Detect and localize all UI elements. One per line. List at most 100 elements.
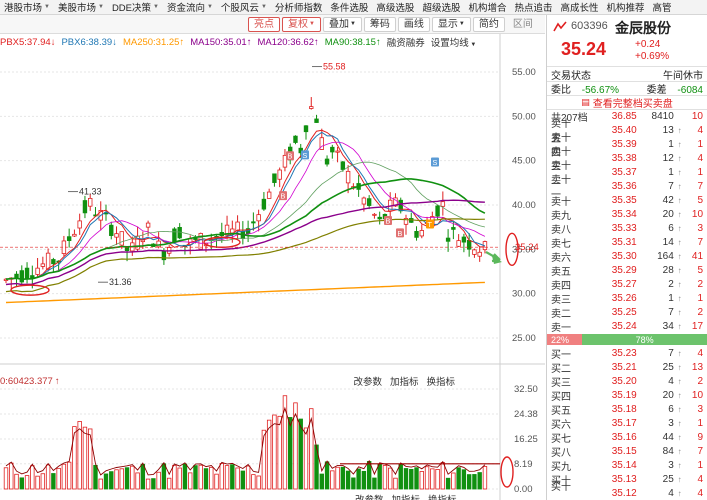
up-arrow-icon: ↑: [677, 460, 682, 470]
sell-level-row[interactable]: 卖二 35.25 7 ↑ 2: [547, 305, 707, 320]
level-label: 买一: [551, 349, 571, 361]
wb-value: -56.67%: [581, 85, 620, 96]
sell-level-row[interactable]: 卖一 35.24 34 ↑ 17: [547, 319, 707, 334]
chevron-down-icon: ▼: [206, 4, 213, 10]
menu-item-1[interactable]: 美股市场 ▼: [54, 0, 108, 14]
legend-button-0[interactable]: 融资融券: [387, 35, 425, 49]
change-params-button[interactable]: 改参数: [353, 377, 382, 388]
change-params-button-2[interactable]: 改参数: [355, 492, 384, 500]
buy-level-row[interactable]: 买六 35.17 3 ↑ 1: [547, 416, 707, 431]
buy-level-row[interactable]: 买十一35.124↑4: [547, 482, 707, 500]
candle-body: [403, 218, 409, 225]
volume-bar: [203, 468, 209, 490]
ma-legend: PBX5:37.94 ↓ PBX6:38.39 ↓ MA250:31.25 ↑ MA150:…: [0, 35, 477, 50]
menu-item-8[interactable]: 超级选股: [418, 0, 464, 14]
menu-item-5[interactable]: 分析师指数: [271, 0, 327, 14]
trade-marker-label: B: [397, 229, 402, 238]
sell-level-row[interactable]: 卖十三 35.38 12 ↑ 4: [547, 147, 707, 173]
volume-bar: [277, 415, 282, 490]
buy-level-row[interactable]: 买八 35.15 84 ↑ 7: [547, 444, 707, 459]
legend-item-text: PBX5:37.94: [0, 36, 51, 48]
menu-item-0[interactable]: 港股市场 ▼: [0, 0, 54, 14]
legend-item-1: PBX6:38.39 ↓: [61, 37, 116, 48]
volume-bar: [288, 417, 293, 490]
level-volume: 7: [668, 347, 674, 359]
volume-bar: [372, 477, 377, 490]
menu-item-13[interactable]: 高管: [649, 0, 676, 14]
buy-level-row[interactable]: 买五 35.18 6 ↑ 3: [547, 402, 707, 417]
menu-item-12[interactable]: 机构推荐: [603, 0, 649, 14]
highlight-ellipse: [203, 236, 241, 248]
sell-level-row[interactable]: 卖六 35.30 164 ↑ 41: [547, 249, 707, 264]
trade-marker-label: S: [302, 151, 307, 160]
level-label: 买八: [551, 447, 571, 459]
buy-level-row[interactable]: 买三 35.20 4 ↑ 2: [547, 374, 707, 389]
candle-body: [40, 263, 46, 267]
sell-level-row[interactable]: 卖十一 35.36 7 ↑ 7: [547, 175, 707, 201]
sell-level-row[interactable]: 卖四 35.27 2 ↑ 2: [547, 277, 707, 292]
up-arrow-icon: ↑: [677, 446, 682, 456]
buy-level-row[interactable]: 买二 35.21 25 ↑ 13: [547, 360, 707, 375]
price-axis-tick: 40.00: [512, 200, 536, 211]
kline-chart-svg[interactable]: 55.00 50.00 45.00 40.00 35.00 30.00 25.00 35.24…: [0, 34, 545, 500]
orderbook-icon: ▤: [581, 97, 590, 107]
menu-item-label: 资金流向: [166, 3, 205, 14]
buy-level-row[interactable]: 买七 35.16 44 ↑ 9: [547, 430, 707, 445]
volume-bar: [172, 464, 177, 490]
level-price: 35.35: [611, 194, 637, 206]
switch-indicator-button-2[interactable]: 换指标: [428, 492, 457, 500]
level-count: 10: [691, 208, 704, 220]
volume-bar: [135, 472, 140, 490]
trade-marker: [301, 150, 309, 160]
menu-item-11[interactable]: 高成长性: [556, 0, 602, 14]
buy-level-row[interactable]: 买十 35.13 25 ↑ 4: [547, 472, 707, 487]
up-arrow-icon: ↑: [677, 125, 682, 135]
sell-level-row[interactable]: 卖八 35.33 6 ↑ 3: [547, 221, 707, 236]
sell-level-row[interactable]: 卖五 35.29 28 ↑ 5: [547, 263, 707, 278]
menu-item-3[interactable]: 资金流向 ▼: [163, 0, 217, 14]
volume-tools-bottom: 改参数 加指标 换指标: [355, 492, 457, 500]
menu-item-9[interactable]: 机构增合: [464, 0, 510, 14]
buy-level-row[interactable]: 买四 35.19 20 ↑ 10: [547, 388, 707, 403]
volume-bar: [103, 473, 109, 490]
buy-level-row[interactable]: 买一 35.23 7 ↑ 4: [547, 346, 707, 361]
toolbar-button-2[interactable]: 叠加 ▼: [322, 16, 362, 32]
sell-level-row[interactable]: 卖十二 35.37 1 ↑ 1: [547, 161, 707, 187]
add-indicator-button-2[interactable]: 加指标: [392, 492, 421, 500]
level-label: 卖十二: [551, 161, 571, 187]
switch-indicator-button[interactable]: 换指标: [426, 377, 455, 388]
menu-item-label: 分析师指数: [274, 3, 323, 14]
sell-level-row[interactable]: 卖十 35.35 42 ↑ 5: [547, 193, 707, 208]
menu-item-7[interactable]: 高级选股: [372, 0, 418, 14]
sell-level-row[interactable]: 卖三 35.26 1 ↑ 1: [547, 291, 707, 306]
toolbar-button-1[interactable]: 复权 ▼: [282, 16, 321, 32]
levels-total-label: 共207档: [551, 113, 588, 124]
toolbar-button-5[interactable]: 显示 ▼: [431, 16, 471, 32]
sell-level-row[interactable]: 卖七 35.31 14 ↑ 7: [547, 235, 707, 250]
menu-item-4[interactable]: 个股风云 ▼: [217, 0, 271, 14]
toolbar-button-0[interactable]: 亮点: [248, 16, 280, 32]
volume-bar: [24, 475, 30, 490]
price-axis-tick: 55.00: [512, 67, 536, 78]
toolbar-button-3[interactable]: 筹码: [363, 16, 396, 32]
sell-level-row[interactable]: 卖十五 35.40 13 ↑ 4: [547, 119, 707, 145]
up-arrow-icon: ↑: [677, 488, 682, 498]
menu-item-6[interactable]: 条件选股: [326, 0, 372, 14]
volume-axis-tick: 32.50: [514, 384, 538, 395]
toolbar-button-7[interactable]: 区间: [507, 17, 539, 32]
volume-bar: [198, 464, 203, 490]
kline-chart-area[interactable]: 55.00 50.00 45.00 40.00 35.00 30.00 25.00 35.24…: [0, 34, 545, 500]
level-label: 卖四: [551, 280, 571, 292]
toolbar-button-6[interactable]: 简约: [472, 16, 505, 32]
menu-item-2[interactable]: DDE决策 ▼: [108, 0, 163, 14]
legend-button-1[interactable]: 设置均线 ▼: [431, 35, 477, 49]
volume-bar: [224, 465, 230, 490]
sell-level-row[interactable]: 卖十四 35.39 1 ↑ 1: [547, 133, 707, 159]
menu-item-10[interactable]: 热点追击: [510, 0, 556, 14]
toolbar-button-4[interactable]: 画线: [397, 16, 430, 32]
sell-level-row[interactable]: 卖九 35.34 20 ↑ 10: [547, 207, 707, 222]
view-full-orderbook-link[interactable]: ▤ 查看完整档买卖盘: [547, 95, 707, 110]
buy-level-row[interactable]: 买九 35.14 3 ↑ 1: [547, 458, 707, 473]
chevron-down-icon: ▼: [44, 4, 50, 10]
add-indicator-button[interactable]: 加指标: [389, 377, 419, 388]
